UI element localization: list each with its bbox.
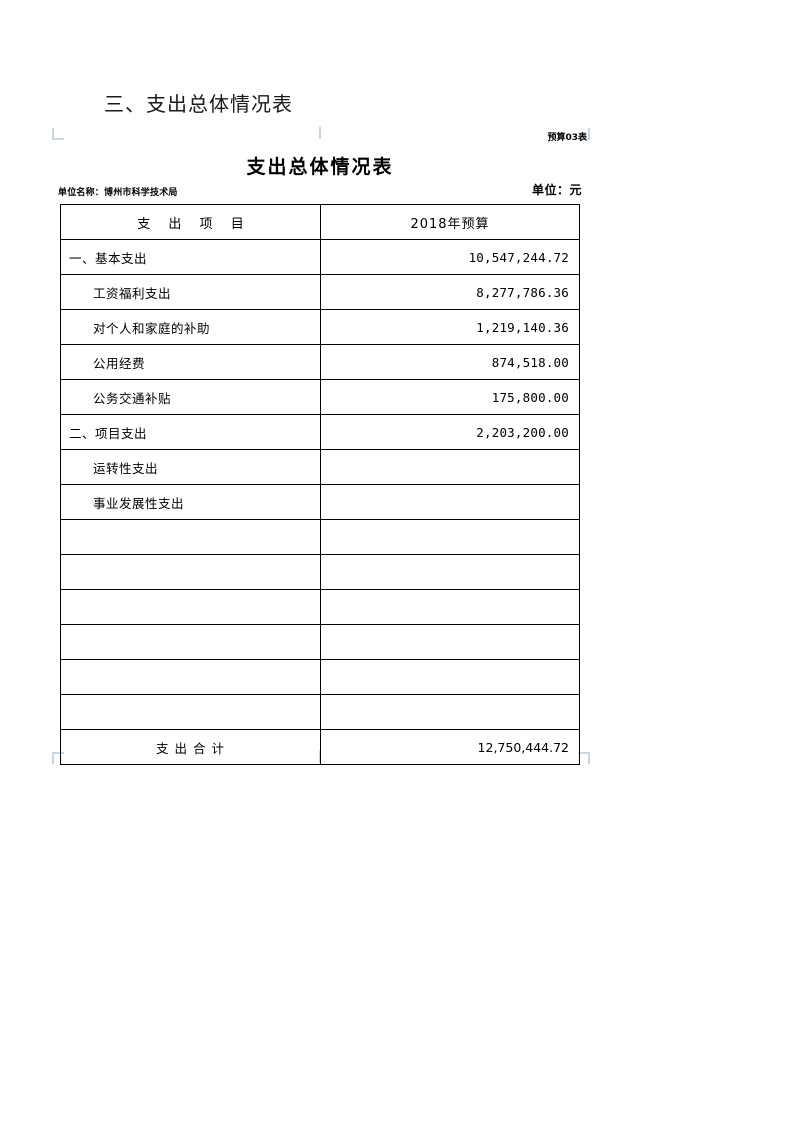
table-title: 支出总体情况表	[246, 156, 394, 178]
table-cell-item	[60, 589, 321, 625]
crop-mark-bottom-right	[578, 752, 590, 764]
table-row: 对个人和家庭的补助 1,219,140.36	[60, 309, 580, 345]
table-cell-value-text: 1,219,140.36	[476, 319, 569, 335]
crop-mark-top-right	[578, 128, 590, 140]
table-cell-item: 公用经费	[60, 344, 321, 380]
table-cell-item: 事业发展性支出	[60, 484, 321, 520]
table-cell-item	[60, 554, 321, 590]
table-cell-value	[320, 554, 580, 590]
table-cell-item	[60, 694, 321, 730]
table-cell-value	[320, 659, 580, 695]
table-cell-value-text: 10,547,244.72	[468, 249, 569, 265]
table-row	[60, 624, 580, 660]
table-row: 工资福利支出 8,277,786.36	[60, 274, 580, 310]
crop-mark-top-center	[319, 126, 321, 139]
table-cell-item-label: 运转性支出	[93, 460, 159, 476]
table-row: 运转性支出	[60, 449, 580, 485]
table-cell-value	[320, 484, 580, 520]
table-cell-item	[60, 624, 321, 660]
crop-mark-bottom-left	[52, 752, 64, 764]
table-cell-item-label: 工资福利支出	[93, 285, 172, 301]
table-cell-item	[60, 659, 321, 695]
table-meta-row: 单位名称：博州市科学技术局 单位：元	[58, 183, 582, 198]
table-cell-value: 2,203,200.00	[320, 414, 580, 450]
table-body: 支 出 项 目 2018年预算 一、基本支出 10,547,244.72 工资福利支…	[60, 204, 580, 765]
table-cell-item	[60, 519, 321, 555]
table-cell-value: 874,518.00	[320, 344, 580, 380]
table-cell-value: 1,219,140.36	[320, 309, 580, 345]
column-header-budget-label: 2018年预算	[410, 216, 490, 232]
table-cell-value: 175,800.00	[320, 379, 580, 415]
table-cell-item: 公务交通补贴	[60, 379, 321, 415]
table-header-row: 支 出 项 目 2018年预算	[60, 204, 580, 240]
table-total-row: 支 出 合 计 12,750,444.72	[60, 729, 580, 765]
table-cell-item: 对个人和家庭的补助	[60, 309, 321, 345]
table-cell-value-text: 2,203,200.00	[476, 424, 569, 440]
table-cell-item-label: 公务交通补贴	[93, 390, 172, 406]
table-total-label: 支 出 合 计	[156, 740, 225, 756]
table-row: 二、项目支出 2,203,200.00	[60, 414, 580, 450]
table-cell-value	[320, 589, 580, 625]
table-cell-item-label: 公用经费	[93, 355, 146, 371]
table-total-label-cell: 支 出 合 计	[60, 729, 321, 765]
table-cell-item: 工资福利支出	[60, 274, 321, 310]
table-cell-value: 10,547,244.72	[320, 239, 580, 275]
table-row	[60, 519, 580, 555]
table-cell-item-label: 事业发展性支出	[93, 495, 185, 511]
column-header-budget: 2018年预算	[320, 204, 580, 240]
column-header-item: 支 出 项 目	[60, 204, 321, 240]
table-cell-value-text: 175,800.00	[491, 389, 569, 405]
table-row: 事业发展性支出	[60, 484, 580, 520]
column-header-item-label: 支 出 项 目	[137, 216, 251, 232]
unit-name-label: 单位名称：博州市科学技术局	[58, 188, 178, 198]
currency-unit-label: 单位：元	[531, 183, 582, 197]
table-cell-item-label: 二、项目支出	[69, 425, 148, 441]
table-cell-value-text: 874,518.00	[491, 354, 569, 370]
sheet-label: 预算03表	[547, 133, 587, 143]
table-row	[60, 589, 580, 625]
table-row	[60, 554, 580, 590]
table-cell-item: 二、项目支出	[60, 414, 321, 450]
table-cell-item-label: 对个人和家庭的补助	[93, 320, 211, 336]
table-row: 公用经费 874,518.00	[60, 344, 580, 380]
table-cell-item-label: 一、基本支出	[69, 250, 148, 266]
table-cell-value-text: 8,277,786.36	[476, 284, 569, 300]
table-row: 公务交通补贴 175,800.00	[60, 379, 580, 415]
table-cell-value	[320, 449, 580, 485]
table-cell-value: 8,277,786.36	[320, 274, 580, 310]
table-cell-value	[320, 694, 580, 730]
table-cell-value	[320, 519, 580, 555]
table-cell-item: 运转性支出	[60, 449, 321, 485]
table-total-value: 12,750,444.72	[477, 739, 569, 755]
expenditure-summary-table: 支 出 项 目 2018年预算 一、基本支出 10,547,244.72 工资福利支…	[60, 204, 580, 765]
table-row	[60, 694, 580, 730]
page-heading: 三、支出总体情况表	[104, 92, 293, 116]
table-row: 一、基本支出 10,547,244.72	[60, 239, 580, 275]
table-row	[60, 659, 580, 695]
crop-mark-top-left	[52, 128, 64, 140]
table-cell-item: 一、基本支出	[60, 239, 321, 275]
table-total-value-cell: 12,750,444.72	[320, 729, 580, 765]
table-cell-value	[320, 624, 580, 660]
